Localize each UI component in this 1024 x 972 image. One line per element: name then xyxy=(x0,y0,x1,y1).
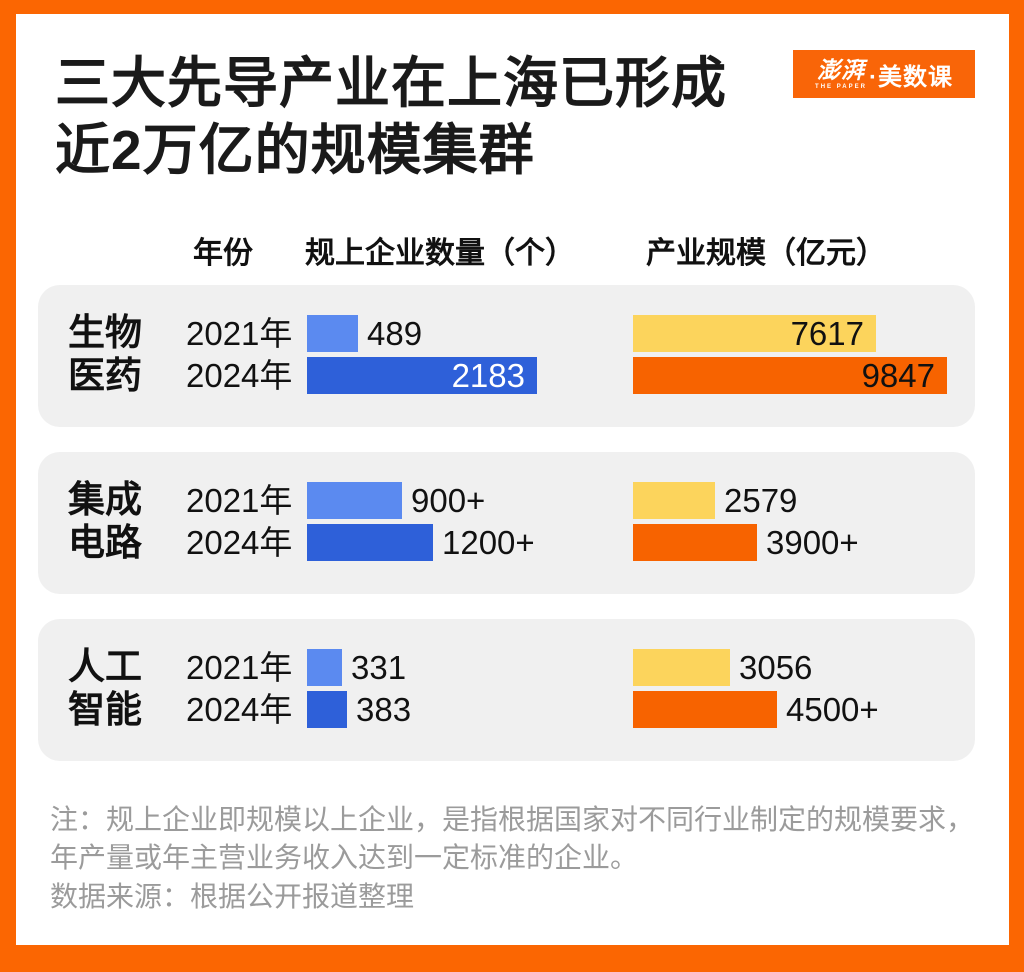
year-label: 2024年 xyxy=(186,691,293,728)
year-label: 2021年 xyxy=(186,315,293,352)
industry-card-biomedicine: 生物 医药 2021年 489 7617 2024年 2183 xyxy=(38,285,975,427)
publisher-logo: 澎湃 THE PAPER ·美数课 xyxy=(793,50,975,98)
year-label: 2021年 xyxy=(186,482,293,519)
industry-scale-bar-2021 xyxy=(633,482,715,519)
enterprises-bar-2024 xyxy=(307,691,347,728)
logo-brand-subtext: THE PAPER xyxy=(815,83,867,90)
industry-scale-bar-2021 xyxy=(633,649,730,686)
enterprises-bar-2024 xyxy=(307,524,433,561)
industry-scale-bar-2024 xyxy=(633,524,757,561)
year-label: 2024年 xyxy=(186,357,293,394)
category-label-line2: 电路 xyxy=(68,522,142,563)
enterprises-bar-2021 xyxy=(307,315,358,352)
category-label-line1: 集成 xyxy=(68,479,142,520)
enterprises-bar-2021 xyxy=(307,482,402,519)
industry-scale-value: 9847 xyxy=(861,357,935,394)
footnote: 注：规上企业即规模以上企业，是指根据国家对不同行业制定的规模要求，年产量或年主营… xyxy=(50,804,975,873)
enterprises-value: 331 xyxy=(351,649,407,686)
category-label: 集成 电路 xyxy=(68,478,142,564)
data-source: 数据来源：根据公开报道整理 xyxy=(50,881,415,912)
category-label-line2: 医药 xyxy=(68,355,142,396)
category-label-line2: 智能 xyxy=(68,689,142,730)
enterprises-value: 900+ xyxy=(411,482,486,519)
column-header-industry-scale: 产业规模（亿元） xyxy=(646,237,886,270)
column-header-year: 年份 xyxy=(193,237,253,270)
enterprises-value: 2183 xyxy=(451,357,525,394)
industry-scale-value: 7617 xyxy=(790,315,864,352)
category-label: 人工 智能 xyxy=(68,645,142,731)
logo-brand-block: 澎湃 THE PAPER xyxy=(815,56,867,90)
category-label: 生物 医药 xyxy=(68,311,142,397)
page-title-line1: 三大先导产业在上海已形成 xyxy=(55,52,728,114)
industry-scale-value: 4500+ xyxy=(786,691,879,728)
industry-scale-value: 2579 xyxy=(724,482,798,519)
industry-card-artificial-intelligence: 人工 智能 2021年 331 3056 2024年 383 4500+ xyxy=(38,619,975,761)
logo-suffix-text: ·美数课 xyxy=(868,63,953,91)
enterprises-bar-2024: 2183 xyxy=(307,357,537,394)
year-label: 2024年 xyxy=(186,524,293,561)
industry-scale-bar-2024 xyxy=(633,691,777,728)
industry-scale-value: 3056 xyxy=(739,649,813,686)
page-title: 三大先导产业在上海已形成 近2万亿的规模集群 xyxy=(55,50,795,184)
industry-card-integrated-circuits: 集成 电路 2021年 900+ 2579 2024年 1200+ 3900+ xyxy=(38,452,975,594)
industry-scale-bar-2021: 7617 xyxy=(633,315,876,352)
enterprises-value: 383 xyxy=(356,691,412,728)
category-label-line1: 生物 xyxy=(68,312,142,353)
enterprises-value: 489 xyxy=(367,315,423,352)
enterprises-bar-2021 xyxy=(307,649,342,686)
page-title-line2: 近2万亿的规模集群 xyxy=(55,119,535,181)
industry-scale-bar-2024: 9847 xyxy=(633,357,947,394)
category-label-line1: 人工 xyxy=(68,646,142,687)
year-label: 2021年 xyxy=(186,649,293,686)
logo-brand-text: 澎湃 xyxy=(817,56,865,83)
column-header-enterprises: 规上企业数量（个） xyxy=(305,237,575,270)
industry-scale-value: 3900+ xyxy=(766,524,859,561)
enterprises-value: 1200+ xyxy=(442,524,535,561)
